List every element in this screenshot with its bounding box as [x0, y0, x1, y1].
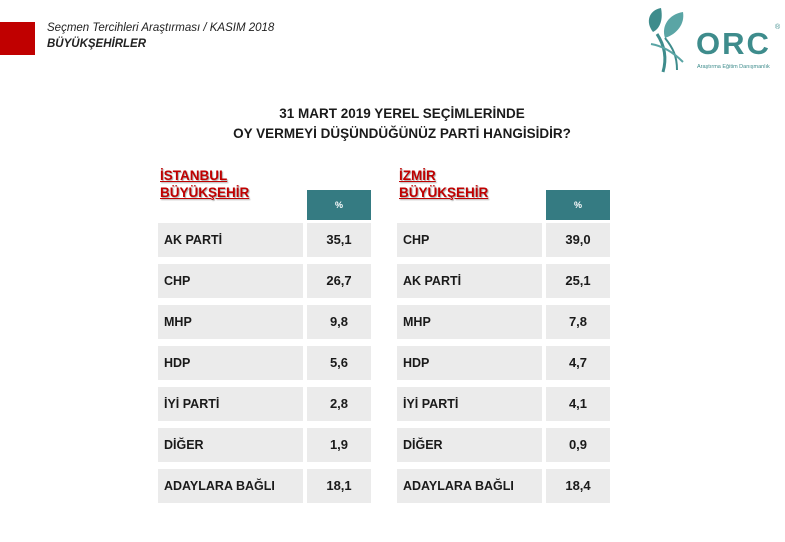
party-name: İYİ PARTİ — [158, 387, 303, 421]
party-name: MHP — [158, 305, 303, 339]
title-line-2: OY VERMEYİ DÜŞÜNDÜĞÜNÜZ PARTİ HANGİSİDİR… — [233, 126, 571, 141]
city-type: BÜYÜKŞEHİR — [160, 185, 250, 200]
party-value: 18,4 — [546, 469, 610, 503]
party-value: 2,8 — [307, 387, 371, 421]
party-name: İYİ PARTİ — [397, 387, 542, 421]
registered-mark: ® — [775, 24, 781, 31]
leaf-icon — [648, 8, 684, 73]
party-value: 7,8 — [546, 305, 610, 339]
survey-subtitle: BÜYÜKŞEHİRLER — [47, 38, 147, 50]
party-name: HDP — [397, 346, 542, 380]
party-value: 5,6 — [307, 346, 371, 380]
page-title: 31 MART 2019 YEREL SEÇİMLERİNDE OY VERME… — [155, 104, 649, 144]
party-name: ADAYLARA BAĞLI — [397, 469, 542, 503]
party-value: 1,9 — [307, 428, 371, 462]
party-name: DİĞER — [397, 428, 542, 462]
party-name: MHP — [397, 305, 542, 339]
party-name: DİĞER — [158, 428, 303, 462]
logo-subtitle: Araştırma Eğitim Danışmanlık — [697, 64, 770, 70]
party-name: AK PARTİ — [158, 223, 303, 257]
party-value: 18,1 — [307, 469, 371, 503]
city-name: İZMİR — [399, 168, 436, 183]
survey-title: Seçmen Tercihleri Araştırması / KASIM 20… — [47, 22, 275, 34]
city-type: BÜYÜKŞEHİR — [399, 185, 489, 200]
party-name: CHP — [397, 223, 542, 257]
party-value: 26,7 — [307, 264, 371, 298]
party-value: 9,8 — [307, 305, 371, 339]
percent-header: % — [546, 190, 610, 220]
party-value: 25,1 — [546, 264, 610, 298]
party-name: HDP — [158, 346, 303, 380]
party-name: ADAYLARA BAĞLI — [158, 469, 303, 503]
party-name: AK PARTİ — [397, 264, 542, 298]
orc-logo: ORC ® Araştırma Eğitim Danışmanlık — [643, 2, 781, 82]
logo-text: ORC — [696, 26, 771, 61]
istanbul-city-label: İSTANBUL BÜYÜKŞEHİR — [160, 167, 249, 201]
party-value: 4,1 — [546, 387, 610, 421]
party-value: 39,0 — [546, 223, 610, 257]
party-value: 35,1 — [307, 223, 371, 257]
percent-header: % — [307, 190, 371, 220]
title-line-1: 31 MART 2019 YEREL SEÇİMLERİNDE — [279, 106, 525, 121]
city-name: İSTANBUL — [160, 168, 228, 183]
party-value: 0,9 — [546, 428, 610, 462]
izmir-city-label: İZMİR BÜYÜKŞEHİR — [399, 167, 488, 201]
party-value: 4,7 — [546, 346, 610, 380]
header-accent-block — [0, 22, 35, 55]
party-name: CHP — [158, 264, 303, 298]
